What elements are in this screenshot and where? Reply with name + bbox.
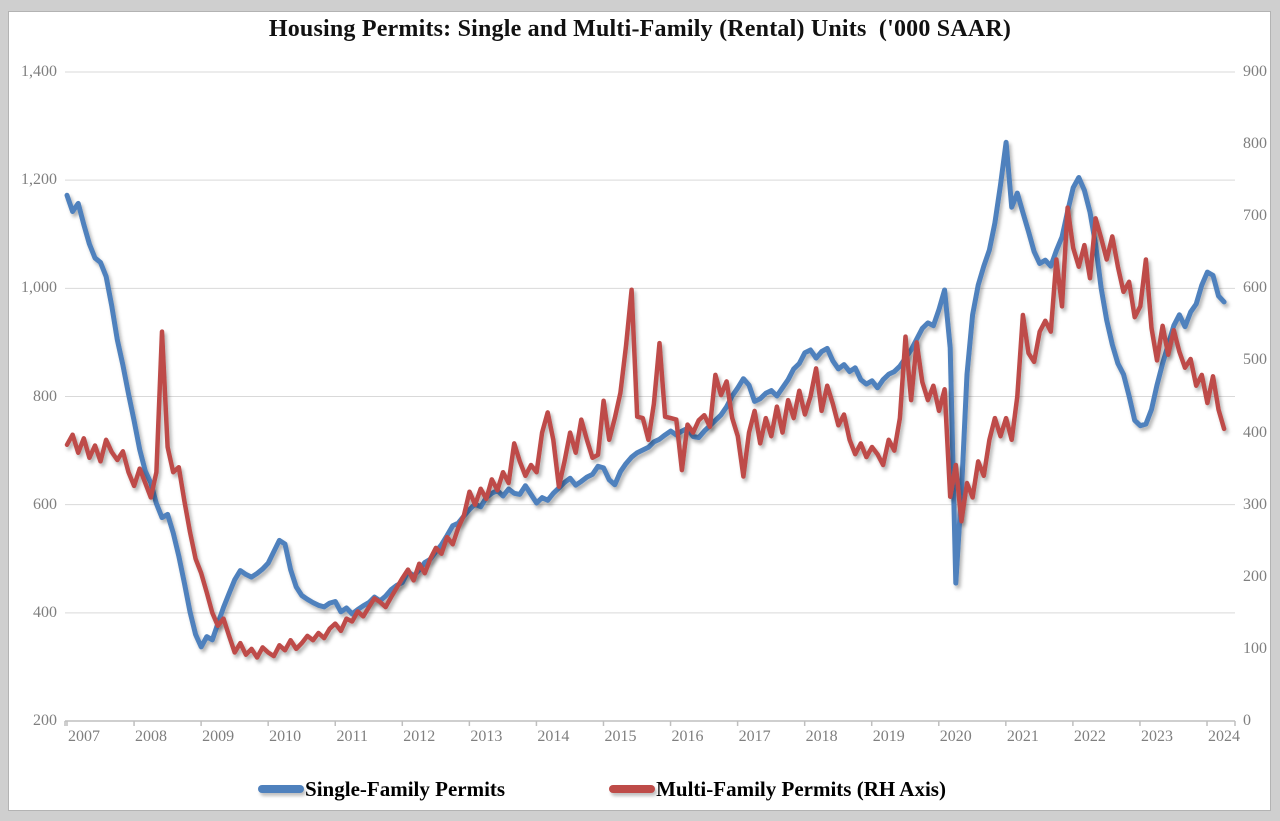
legend-line-swatch-icon bbox=[258, 785, 305, 793]
x-axis-year-label: 2024 bbox=[1208, 728, 1241, 745]
y-axis-label-right: 100 bbox=[1243, 639, 1267, 657]
y-axis-label-right: 700 bbox=[1243, 207, 1267, 225]
x-axis-year-label: 2023 bbox=[1140, 728, 1173, 745]
y-axis-label-right: 200 bbox=[1243, 567, 1267, 585]
y-axis-label-right: 0 bbox=[1243, 712, 1251, 729]
legend-item: Multi-Family Permits (RH Axis) bbox=[609, 777, 946, 802]
x-axis-year-label: 2009 bbox=[202, 728, 235, 745]
x-axis-year-label: 2016 bbox=[671, 728, 704, 745]
x-axis-year-label: 2019 bbox=[872, 728, 905, 745]
x-axis-year-label: 2011 bbox=[336, 728, 368, 745]
y-axis-label-left: 600 bbox=[33, 495, 57, 513]
x-axis-year-label: 2017 bbox=[738, 728, 771, 745]
x-axis-year-label: 2007 bbox=[68, 728, 100, 745]
series-lines bbox=[64, 139, 1227, 660]
chart-legend: Single-Family Permits Multi-Family Permit… bbox=[0, 772, 1242, 806]
chart-title: Housing Permits: Single and Multi-Family… bbox=[268, 16, 1012, 42]
chart-panel bbox=[8, 11, 1271, 811]
legend-line-swatch-icon bbox=[609, 785, 656, 793]
x-axis-year-label: 2021 bbox=[1006, 728, 1039, 745]
single-family-permits-line bbox=[64, 139, 1227, 650]
multi-family-permits-rh-axis-line bbox=[64, 205, 1227, 660]
legend-label: Multi-Family Permits (RH Axis) bbox=[656, 776, 946, 801]
y-axis-label-right: 500 bbox=[1243, 351, 1267, 369]
y-axis-label-left: 1,200 bbox=[21, 171, 57, 189]
x-axis-year-label: 2008 bbox=[135, 728, 168, 745]
x-axis-line bbox=[64, 720, 1236, 726]
legend-item: Single-Family Permits bbox=[258, 777, 505, 802]
x-axis-year-label: 2015 bbox=[604, 728, 637, 745]
y-axis-label-right: 900 bbox=[1243, 63, 1267, 80]
y-axis-label-left: 1,400 bbox=[21, 63, 57, 80]
x-axis-year-label: 2012 bbox=[403, 728, 436, 745]
x-axis-year-label: 2014 bbox=[537, 728, 570, 745]
x-axis-year-label: 2018 bbox=[805, 728, 838, 745]
gridlines bbox=[65, 71, 1235, 614]
y-axis-label-left: 1,000 bbox=[21, 279, 57, 297]
x-axis-year-label: 2020 bbox=[939, 728, 972, 745]
x-axis-year-label: 2013 bbox=[470, 728, 503, 745]
y-axis-label-right: 800 bbox=[1243, 135, 1267, 153]
x-axis-year-label: 2010 bbox=[269, 728, 302, 745]
y-axis-label-right: 400 bbox=[1243, 423, 1267, 441]
y-axis-label-left: 200 bbox=[33, 712, 57, 729]
y-axis-label-left: 800 bbox=[33, 387, 57, 405]
y-axis-label-right: 300 bbox=[1243, 495, 1267, 513]
y-axis-label-left: 400 bbox=[33, 603, 57, 621]
y-axis-label-right: 600 bbox=[1243, 279, 1267, 297]
legend-label: Single-Family Permits bbox=[305, 776, 506, 801]
x-axis-year-label: 2022 bbox=[1073, 728, 1106, 745]
